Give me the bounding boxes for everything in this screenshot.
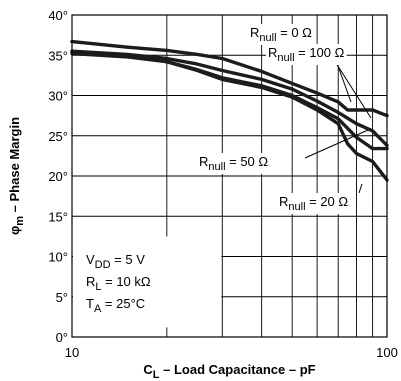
y-axis-title-subscript: m: [14, 216, 26, 226]
series-label-2-main: R: [199, 154, 208, 169]
series-label-1-subscript: null: [277, 52, 294, 64]
series-label-1: Rnull = 100 Ω: [268, 45, 345, 64]
y-tick-label: 30°: [48, 89, 68, 104]
condition-0-subscript: DD: [95, 259, 111, 271]
condition-1-main: R: [86, 274, 95, 289]
series-label-2-rest: = 50 Ω: [226, 154, 269, 169]
conditions-background: [73, 236, 222, 328]
series-label-1-main: R: [268, 45, 277, 60]
conditions-box: [73, 236, 222, 328]
leader-lines: [304, 43, 372, 194]
series-label-0-rest: = 0 Ω: [277, 25, 313, 40]
leader-line-3: [358, 183, 363, 194]
curve-series-1: [70, 49, 389, 148]
condition-2-main: T: [86, 296, 94, 311]
series-label-0-main: R: [250, 25, 259, 40]
leader-line-1: [335, 62, 372, 119]
y-axis-title-rest: – Phase Margin: [7, 117, 22, 216]
y-tick-label: 15°: [48, 209, 68, 224]
series-label-bg-3: [277, 193, 351, 214]
leader-line-2: [304, 129, 369, 159]
y-tick-label: 40°: [48, 8, 68, 23]
condition-2-rest: = 25°C: [101, 296, 145, 311]
x-axis-title: CL – Load Capacitance – pF: [143, 362, 315, 381]
condition-1-subscript: L: [95, 281, 101, 293]
series-label-bg-1: [266, 44, 347, 65]
series-label-3-subscript: null: [288, 201, 305, 213]
x-axis-title-main: C: [143, 362, 153, 377]
y-tick-label: 35°: [48, 48, 68, 63]
series-label-3-rest: = 20 Ω: [306, 194, 349, 209]
condition-1: RL = 10 kΩ: [86, 274, 151, 293]
x-tick-label: 100: [376, 345, 398, 360]
condition-2-subscript: A: [94, 303, 102, 315]
condition-0: VDD = 5 V: [86, 252, 145, 271]
y-tick-label: 5°: [56, 290, 68, 305]
condition-0-main: V: [86, 252, 95, 267]
grid-lines: [72, 15, 387, 337]
series-label-1-rest: = 100 Ω: [295, 45, 345, 60]
series-label-bg-2: [197, 153, 271, 174]
test-conditions: VDD = 5 V RL = 10 kΩ TA = 25°C: [86, 252, 151, 315]
curve-series-2: [70, 50, 389, 151]
curves: [70, 39, 389, 182]
y-tick-label: 0°: [56, 330, 68, 345]
curve-series-0: [70, 39, 389, 118]
series-label-2: Rnull = 50 Ω: [199, 154, 268, 173]
series-label-0: Rnull = 0 Ω: [250, 25, 312, 44]
x-tick-label: 10: [65, 345, 79, 360]
condition-1-rest: = 10 kΩ: [102, 274, 151, 289]
condition-0-rest: = 5 V: [111, 252, 146, 267]
y-axis-title-main: φ: [7, 226, 22, 235]
plot-frame: [71, 14, 388, 338]
y-tick-label: 25°: [48, 129, 68, 144]
series-label-3: Rnull = 20 Ω: [279, 194, 348, 213]
series-label-bg-0: [248, 24, 315, 45]
condition-2: TA = 25°C: [86, 296, 145, 315]
series-label-0-subscript: null: [259, 32, 276, 44]
y-axis-title: φm – Phase Margin: [7, 117, 26, 235]
x-axis-title-subscript: L: [153, 369, 160, 381]
series-label-2-subscript: null: [208, 161, 225, 173]
x-axis-title-rest: – Load Capacitance – pF: [160, 362, 316, 377]
y-tick-label: 20°: [48, 169, 68, 184]
tick-labels: 0° 5° 10° 15° 20° 25° 30° 35° 40° 10 100: [48, 8, 398, 360]
series-label-3-main: R: [279, 194, 288, 209]
y-tick-label: 10°: [48, 250, 68, 265]
curve-series-3: [70, 51, 389, 182]
